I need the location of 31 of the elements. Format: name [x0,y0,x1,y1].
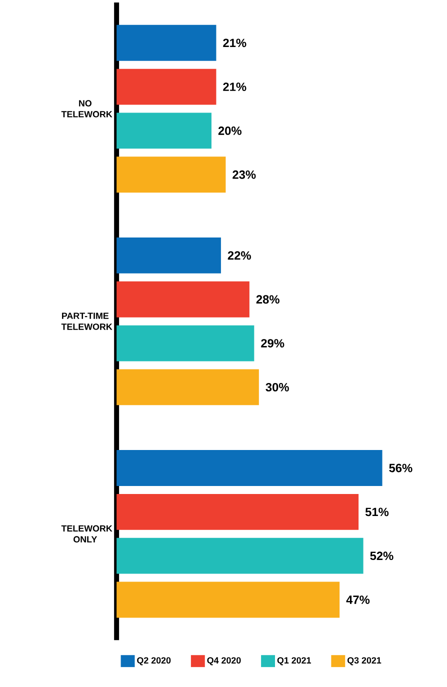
data-label: 20% [218,126,242,135]
bar [116,24,216,61]
bar [116,494,358,530]
bar [116,325,254,362]
data-label: 47% [346,596,370,604]
data-label: 52% [370,552,394,560]
data-label: 21% [222,82,246,92]
data-label: 29% [260,339,284,348]
legend-label: Q2 2020 [136,657,170,666]
bar [116,156,226,193]
bar [116,68,216,105]
y-tick-label: TELEWORK ONLY [61,525,112,543]
data-label: 23% [232,170,256,179]
bar [116,369,259,406]
bar [116,450,382,486]
bar [116,538,364,574]
data-label: 30% [266,382,289,392]
legend-label: Q1 2021 [277,657,311,666]
y-tick-label: PART-TIME TELEWORK [61,312,112,330]
y-tick-label: NO TELEWORK [61,100,112,118]
bar [116,582,340,618]
data-label: 22% [228,251,251,260]
bar [116,112,212,149]
legend-label: Q4 2020 [207,657,241,666]
data-label: 51% [365,508,388,516]
bar [116,281,250,318]
bar [116,237,221,274]
legend-label: Q3 2021 [347,657,381,666]
data-label: 56% [388,464,412,472]
data-label: 21% [222,38,246,48]
data-label: 28% [256,295,280,304]
